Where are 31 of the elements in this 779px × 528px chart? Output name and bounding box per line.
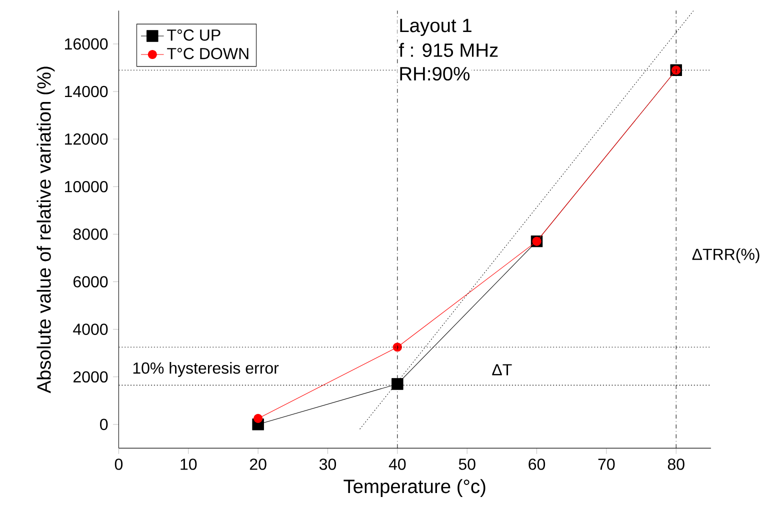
- annotation: Layout 1: [400, 18, 472, 36]
- x-tick-label: 30: [319, 458, 336, 470]
- x-tick-label: 0: [114, 458, 123, 470]
- x-tick-label: 80: [668, 458, 684, 470]
- y-axis-title: Absolute value of relative variation (%): [36, 66, 55, 394]
- y-tick-label: 8000: [73, 228, 108, 240]
- y-tick-label: 0: [100, 418, 108, 430]
- y-tick-label: 16000: [65, 38, 108, 50]
- point: [392, 342, 402, 352]
- annotation: f : 915 MHz: [398, 42, 498, 57]
- legend-label: T°C DOWN: [167, 48, 248, 60]
- x-tick-label: 40: [388, 458, 406, 470]
- x-tick-label: 70: [598, 458, 615, 470]
- annotation: ΔTRR(%): [692, 248, 760, 264]
- y-tick-label: 12000: [65, 133, 108, 145]
- annotation: RH:90%: [400, 66, 470, 80]
- annotation: ΔT: [492, 364, 512, 376]
- x-tick-label: 10: [180, 458, 197, 470]
- legend-label: T°C UP: [167, 29, 220, 41]
- y-tick-label: 14000: [65, 86, 108, 98]
- point: [392, 378, 404, 390]
- y-tick-label: 10000: [65, 180, 108, 192]
- x-tick-label: 50: [458, 458, 476, 470]
- annotation: 10% hysteresis error: [133, 362, 279, 377]
- y-tick-label: 6000: [74, 276, 108, 288]
- y-tick-label: 2000: [74, 371, 108, 382]
- y-tick-label: 4000: [73, 324, 108, 335]
- x-tick-label: 20: [250, 458, 266, 470]
- x-axis-title: Temperature (°c): [344, 478, 486, 497]
- point: [254, 414, 263, 423]
- x-tick-label: 60: [528, 458, 546, 470]
